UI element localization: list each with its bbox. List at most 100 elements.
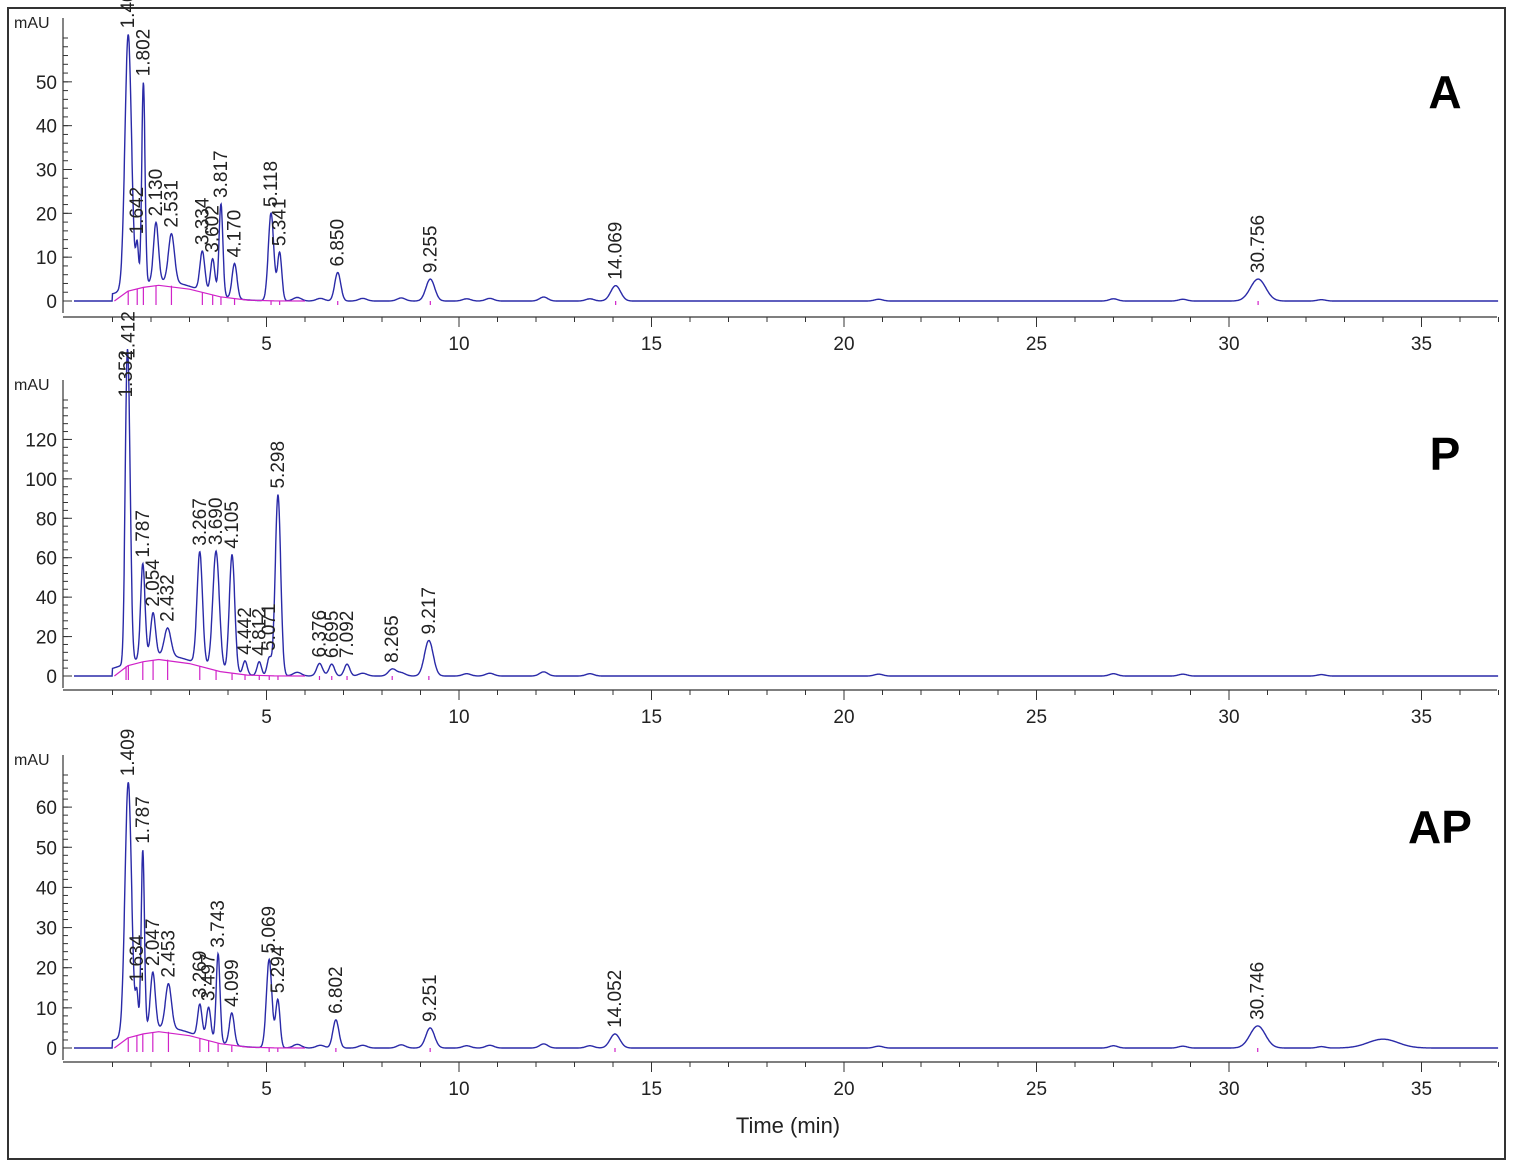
- y-tick-label: 100: [25, 470, 57, 491]
- x-tick-label: 25: [1026, 707, 1047, 728]
- panel-ap: mAU 0 10 20 30 40 50 60 5 10 15 20 25 30 35 AP 1.409 1.63…: [14, 729, 1499, 1100]
- x-tick-label: 15: [641, 1079, 662, 1100]
- peak-label: 9.251: [420, 974, 441, 1022]
- y-tick-label: 10: [36, 248, 57, 269]
- x-tick-label: 35: [1411, 334, 1432, 355]
- peak-label: 3.497: [199, 954, 220, 1002]
- y-tick-label: 80: [36, 509, 57, 530]
- x-tick-label: 30: [1218, 1079, 1239, 1100]
- peak-label: 4.105: [222, 501, 243, 549]
- peak-label: 3.269: [190, 951, 211, 999]
- peak-label: 1.802: [133, 29, 154, 77]
- peak-label: 2.453: [158, 930, 179, 978]
- peak-label: 4.099: [222, 959, 243, 1007]
- peak-label: 8.265: [382, 615, 403, 663]
- panel-a: mAU 0 10 20 30 40 50 5 10 15 20 25 30 35 A 1.408 1.642 1.…: [14, 0, 1499, 355]
- y-tick-label: 0: [46, 292, 57, 313]
- x-tick-label: 25: [1026, 334, 1047, 355]
- peak-label: 1.642: [127, 187, 148, 235]
- x-tick-label: 20: [833, 334, 854, 355]
- x-tick-label: 20: [833, 707, 854, 728]
- peak-label: 3.817: [211, 150, 232, 198]
- peak-label: 3.743: [208, 900, 229, 948]
- peak-label: 3.602: [203, 205, 224, 253]
- y-tick-label: 0: [46, 1039, 57, 1060]
- x-axis-title: Time (min): [736, 1113, 840, 1138]
- peak-label: 5.071: [259, 603, 280, 651]
- chromatogram-trace: [74, 34, 1499, 302]
- chromatogram-trace: [74, 782, 1499, 1049]
- panel-label: AP: [1408, 801, 1472, 853]
- y-tick-label: 40: [36, 117, 57, 138]
- y-tick-label: 50: [36, 73, 57, 94]
- x-tick-label: 10: [448, 334, 469, 355]
- integration-baseline: [114, 1031, 306, 1049]
- panel-p: mAU 0 20 40 60 80 100 120 5 10 15 20 25 30 35 P 1.3521.4…: [14, 311, 1499, 728]
- peak-label: 9.255: [420, 226, 441, 274]
- panel-label: P: [1430, 428, 1461, 480]
- peak-label: 5.069: [259, 906, 280, 954]
- peak-label: 2.130: [146, 169, 167, 217]
- peak-label: 2.054: [143, 559, 164, 607]
- peak-label: 7.092: [337, 611, 358, 659]
- peak-label: 2.531: [161, 180, 182, 228]
- y-tick-label: 20: [36, 628, 57, 649]
- peak-label: 5.341: [270, 199, 291, 247]
- peak-label: 30.746: [1248, 962, 1269, 1020]
- peak-label: 3.334: [192, 197, 213, 245]
- peak-label: 2.047: [143, 919, 164, 967]
- peak-label: 1.634: [127, 934, 148, 982]
- x-tick-label: 5: [261, 334, 272, 355]
- panel-label: A: [1428, 66, 1461, 118]
- x-tick-label: 5: [261, 707, 272, 728]
- peak-label: 6.376: [309, 610, 330, 658]
- x-tick-label: 35: [1411, 707, 1432, 728]
- y-tick-label: 120: [25, 430, 57, 451]
- x-tick-label: 15: [641, 707, 662, 728]
- chromatogram-trace: [74, 349, 1499, 677]
- x-tick-label: 30: [1218, 707, 1239, 728]
- peak-label: 1.408: [118, 0, 139, 28]
- y-tick-label: 40: [36, 878, 57, 899]
- peak-label: 14.052: [605, 970, 626, 1028]
- x-tick-label: 35: [1411, 1079, 1432, 1100]
- peak-label: 5.298: [268, 441, 289, 489]
- y-unit-label: mAU: [14, 15, 50, 32]
- peak-label: 3.690: [206, 498, 227, 546]
- peak-label: 1.352: [116, 350, 137, 398]
- peak-label: 1.409: [118, 729, 139, 777]
- y-tick-label: 20: [36, 204, 57, 225]
- y-tick-label: 40: [36, 588, 57, 609]
- y-tick-label: 60: [36, 798, 57, 819]
- y-tick-label: 30: [36, 161, 57, 182]
- peak-label: 4.170: [225, 210, 246, 258]
- peak-label: 4.812: [249, 608, 270, 656]
- peak-label: 2.432: [158, 574, 179, 622]
- peak-label: 9.217: [419, 587, 440, 635]
- peak-label: 30.756: [1248, 215, 1269, 273]
- y-unit-label: mAU: [14, 752, 50, 769]
- y-tick-label: 50: [36, 838, 57, 859]
- peak-label: 3.267: [190, 498, 211, 546]
- x-tick-label: 15: [641, 334, 662, 355]
- peak-label: 6.850: [328, 219, 349, 267]
- figure-border: [7, 7, 1506, 1160]
- peak-label: 1.787: [133, 510, 154, 558]
- x-tick-label: 10: [448, 1079, 469, 1100]
- x-tick-label: 30: [1218, 334, 1239, 355]
- peak-label: 6.695: [322, 611, 343, 659]
- x-tick-label: 10: [448, 707, 469, 728]
- y-unit-label: mAU: [14, 377, 50, 394]
- x-tick-label: 25: [1026, 1079, 1047, 1100]
- peak-label: 5.294: [268, 945, 289, 993]
- x-tick-label: 5: [261, 1079, 272, 1100]
- y-tick-label: 60: [36, 549, 57, 570]
- peak-label: 1.787: [133, 796, 154, 844]
- peak-label: 1.412: [118, 311, 139, 359]
- y-tick-label: 30: [36, 919, 57, 940]
- integration-baseline: [114, 658, 306, 677]
- y-tick-label: 20: [36, 959, 57, 980]
- y-tick-label: 0: [46, 667, 57, 688]
- peak-label: 6.802: [326, 966, 347, 1014]
